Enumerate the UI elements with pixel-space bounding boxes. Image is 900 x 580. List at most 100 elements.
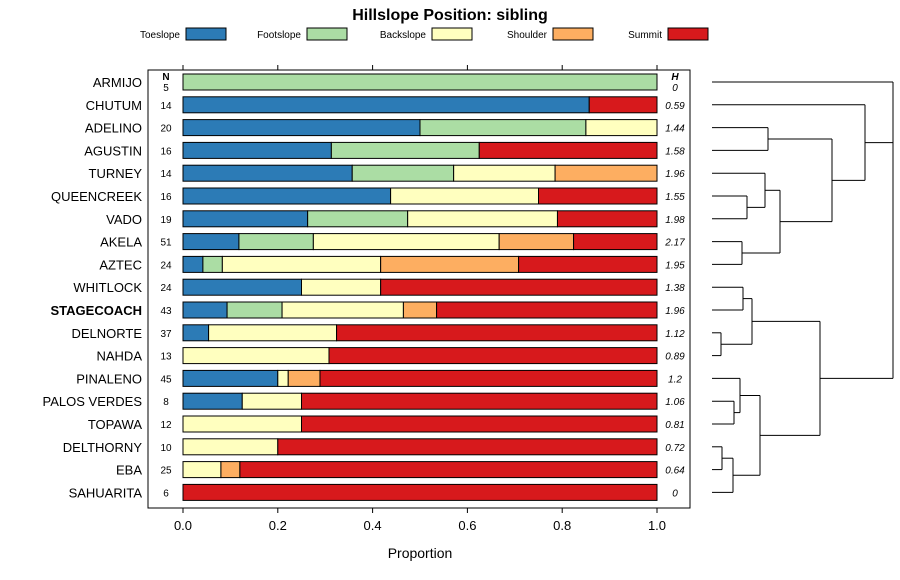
legend-label-toeslope: Toeslope	[140, 30, 180, 41]
h-column: H00.591.441.581.961.551.982.171.951.381.…	[664, 72, 685, 499]
bar-stagecoach-summit	[436, 301, 658, 319]
bar-aztec-summit	[518, 255, 658, 273]
category-label-sahuarita: SAHUARITA	[69, 485, 143, 500]
bar-eba-summit	[239, 461, 658, 479]
h-value-adelino: 1.44	[665, 124, 685, 135]
n-value-stagecoach: 43	[160, 306, 172, 317]
bar-eba-shoulder	[220, 461, 241, 479]
h-value-chutum: 0.59	[665, 101, 685, 112]
n-value-sahuarita: 6	[163, 488, 169, 499]
bar-turney-backslope	[453, 164, 556, 182]
bar-queencreek-toeslope	[182, 187, 392, 205]
n-value-palos-verdes: 8	[163, 397, 169, 408]
h-value-whitlock: 1.38	[665, 283, 685, 294]
x-tick-label: 0.4	[364, 518, 382, 533]
category-label-pinaleno: PINALENO	[76, 371, 142, 386]
legend-label-footslope: Footslope	[257, 30, 301, 41]
bar-aztec-toeslope	[182, 255, 204, 273]
bar-nahda-summit	[328, 347, 658, 365]
n-value-nahda: 13	[160, 352, 172, 363]
n-value-turney: 14	[160, 169, 172, 180]
bar-vado-footslope	[307, 210, 409, 228]
legend-swatch-summit	[667, 27, 709, 41]
h-value-nahda: 0.89	[665, 352, 685, 363]
bar-aztec-shoulder	[380, 255, 520, 273]
bar-whitlock-backslope	[301, 278, 382, 296]
legend-label-shoulder: Shoulder	[507, 30, 548, 41]
category-label-chutum: CHUTUM	[86, 98, 142, 113]
bar-delnorte-summit	[336, 324, 658, 342]
bar-akela-toeslope	[182, 233, 240, 251]
category-label-queencreek: QUEENCREEK	[51, 189, 142, 204]
legend-swatch-backslope	[431, 27, 473, 41]
bar-pinaleno-backslope	[277, 369, 289, 387]
h-value-delthorny: 0.72	[665, 443, 685, 454]
n-value-vado: 19	[160, 215, 172, 226]
bar-whitlock-toeslope	[182, 278, 302, 296]
legend-swatch-footslope	[306, 27, 348, 41]
bar-aztec-footslope	[202, 255, 223, 273]
bar-eba-backslope	[182, 461, 222, 479]
h-value-aztec: 1.95	[665, 260, 685, 271]
bar-whitlock-summit	[380, 278, 658, 296]
n-value-aztec: 24	[160, 260, 172, 271]
n-value-delnorte: 37	[160, 329, 172, 340]
category-label-vado: VADO	[106, 212, 142, 227]
legend-swatch-toeslope	[185, 27, 227, 41]
bar-turney-toeslope	[182, 164, 353, 182]
category-label-akela: AKELA	[100, 235, 142, 250]
x-tick-label: 0.0	[174, 518, 192, 533]
bar-turney-footslope	[351, 164, 455, 182]
category-label-adelino: ADELINO	[85, 121, 142, 136]
h-value-palos-verdes: 1.06	[665, 397, 685, 408]
bar-agustin-toeslope	[182, 141, 332, 159]
bar-delthorny-backslope	[182, 438, 279, 456]
h-header: H	[671, 72, 679, 83]
bar-delnorte-toeslope	[182, 324, 210, 342]
category-label-palos-verdes: PALOS VERDES	[43, 394, 143, 409]
x-tick-label: 0.6	[458, 518, 476, 533]
bar-palos-verdes-toeslope	[182, 392, 243, 410]
h-value-stagecoach: 1.96	[665, 306, 685, 317]
n-value-pinaleno: 45	[160, 374, 172, 385]
dendrogram	[712, 81, 894, 493]
n-value-queencreek: 16	[160, 192, 172, 203]
n-value-armijo: 5	[163, 83, 169, 94]
x-axis-label: Proportion	[388, 545, 453, 561]
bar-akela-summit	[573, 233, 658, 251]
bar-vado-summit	[556, 210, 658, 228]
bar-palos-verdes-summit	[301, 392, 658, 410]
plot-panel	[147, 69, 691, 509]
bar-pinaleno-toeslope	[182, 369, 279, 387]
category-label-eba: EBA	[116, 463, 142, 478]
h-value-armijo: 0	[672, 83, 678, 94]
category-label-delthorny: DELTHORNY	[63, 440, 143, 455]
h-value-delnorte: 1.12	[665, 329, 685, 340]
category-label-turney: TURNEY	[89, 166, 143, 181]
bar-sahuarita-summit	[182, 483, 658, 501]
bar-queencreek-backslope	[390, 187, 539, 205]
bar-topawa-summit	[301, 415, 658, 433]
bar-palos-verdes-backslope	[241, 392, 302, 410]
bar-stagecoach-footslope	[226, 301, 283, 319]
category-label-stagecoach: STAGECOACH	[51, 303, 142, 318]
bar-delthorny-summit	[277, 438, 658, 456]
n-column: N5 14 20 16 14 16 19 51 24 24 43 37 13 45 8 12 10 25 6	[160, 72, 172, 499]
bar-vado-toeslope	[182, 210, 309, 228]
h-value-turney: 1.96	[665, 169, 685, 180]
bar-adelino-backslope	[585, 119, 658, 137]
h-value-queencreek: 1.55	[665, 192, 685, 203]
bar-stagecoach-toeslope	[182, 301, 228, 319]
x-axis: 0.0 0.2 0.4 0.6 0.8 1.0	[174, 65, 666, 533]
category-label-nahda: NAHDA	[96, 349, 142, 364]
n-value-adelino: 20	[160, 124, 172, 135]
n-value-topawa: 12	[160, 420, 172, 431]
bar-pinaleno-summit	[319, 369, 658, 387]
bar-adelino-footslope	[419, 119, 587, 137]
legend: Toeslope Footslope Backslope Shoulder Summit	[140, 27, 709, 41]
legend-label-summit: Summit	[628, 30, 662, 41]
bar-area	[147, 69, 691, 509]
legend-swatch-shoulder	[552, 27, 594, 41]
n-header: N	[162, 72, 169, 83]
